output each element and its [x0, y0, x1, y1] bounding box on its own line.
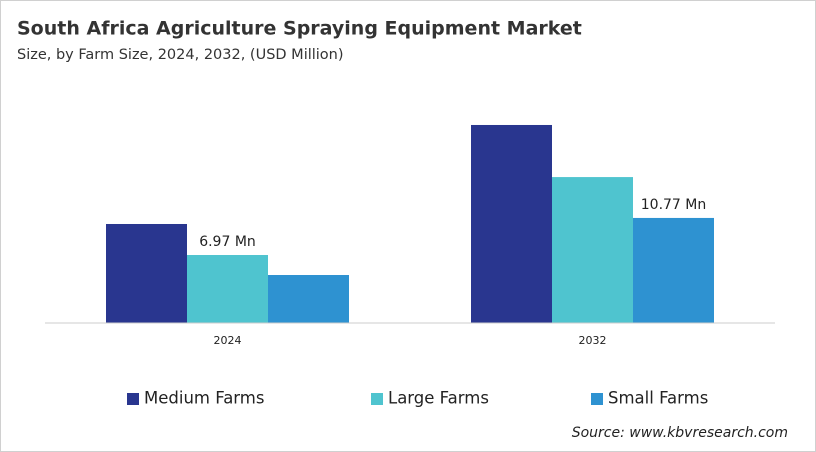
chart-subtitle: Size, by Farm Size, 2024, 2032, (USD Mil…	[17, 47, 344, 63]
source: Source: www.kbvresearch.com	[572, 425, 788, 441]
bar	[633, 217, 714, 323]
bar	[106, 223, 187, 323]
legend-swatch	[591, 393, 603, 405]
x-tick-label: 2032	[579, 334, 607, 347]
bar	[268, 275, 349, 323]
legend-swatch	[371, 393, 383, 405]
x-tick-label: 2024	[214, 334, 242, 347]
legend-swatch	[127, 393, 139, 405]
data-label: 6.97 Mn	[199, 234, 256, 250]
bar	[471, 124, 552, 323]
legend-label: Small Farms	[608, 389, 708, 408]
legend-label: Medium Farms	[144, 389, 264, 408]
bar	[552, 177, 633, 323]
data-label: 10.77 Mn	[641, 197, 706, 213]
chart-title: South Africa Agriculture Spraying Equipm…	[17, 18, 582, 40]
legend-label: Large Farms	[388, 389, 489, 408]
bar	[187, 255, 268, 323]
